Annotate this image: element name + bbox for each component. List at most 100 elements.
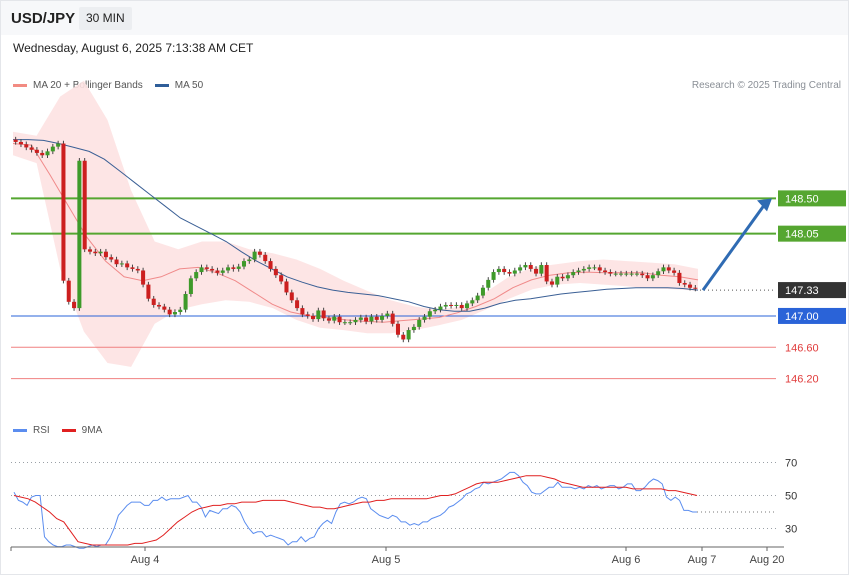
candle (72, 299, 77, 311)
candle (82, 158, 87, 253)
candle (496, 266, 501, 275)
candle-body (661, 267, 666, 272)
candle (194, 269, 199, 282)
candle-body (401, 334, 406, 340)
ma20-swatch (13, 84, 27, 87)
candle-body (406, 330, 411, 340)
candle-body (459, 304, 464, 309)
candle (587, 264, 592, 272)
level-labels: 148.50 148.05 147.33 147.00 146.60 146.20 (778, 190, 846, 386)
candle (204, 264, 209, 272)
candle-body (417, 319, 422, 327)
candle (135, 266, 140, 274)
candle (311, 313, 316, 322)
candle (555, 274, 560, 288)
level-label-147-00: 147.00 (785, 311, 819, 323)
candle (257, 248, 262, 258)
ma50-swatch (154, 84, 169, 87)
candle-body (103, 251, 108, 258)
candle (183, 291, 188, 313)
candle-body (151, 298, 156, 305)
candle (87, 246, 93, 255)
price-legend: MA 20 + Bollinger Bands MA 50 (13, 80, 215, 91)
legend-item-rsi: RSI (13, 425, 50, 436)
candle (199, 264, 204, 275)
candle-body (157, 304, 162, 307)
candle (374, 313, 379, 323)
candle (98, 248, 103, 256)
rsi-tick-30: 30 (785, 524, 797, 536)
x-tick-label: Aug 7 (688, 554, 717, 566)
candle (417, 317, 422, 330)
legend-label-rsi: RSI (33, 425, 50, 436)
candle-body (565, 275, 570, 279)
candle (103, 248, 108, 260)
candle (523, 262, 528, 271)
candle-body (66, 280, 71, 302)
candle-body (454, 304, 459, 306)
candle (273, 266, 278, 278)
candle (422, 313, 427, 323)
candle-body (268, 261, 273, 269)
candle (581, 266, 586, 274)
rsi-tick-50: 50 (785, 491, 797, 503)
legend-label-ma20: MA 20 + Bollinger Bands (33, 80, 143, 91)
interval-selector[interactable]: 30 MIN (79, 7, 132, 30)
candle-body (523, 265, 528, 268)
legend-item-ma50: MA 50 (154, 80, 203, 91)
level-tag-148-05 (778, 225, 846, 242)
candle (56, 140, 61, 150)
candle (316, 307, 321, 322)
candle-body (672, 270, 677, 273)
candle (693, 284, 698, 292)
candle-body (220, 270, 225, 273)
candle (215, 267, 220, 276)
candle-body (263, 254, 268, 262)
candle (50, 143, 55, 155)
candle-body (18, 141, 23, 145)
candle-body (109, 257, 114, 260)
candle (167, 306, 172, 318)
candle (66, 277, 71, 305)
candle-body (433, 309, 438, 312)
level-label-148-50: 148.50 (785, 193, 819, 205)
candle (438, 303, 443, 313)
candle-body (411, 326, 416, 331)
forecast-arrow-line (701, 204, 766, 291)
level-label-146-20: 146.20 (785, 374, 819, 386)
x-tick-label: Aug 6 (612, 554, 641, 566)
candle-body (427, 311, 432, 317)
candle (592, 264, 597, 271)
candle (427, 308, 432, 320)
candle-body (215, 270, 220, 273)
candle-body (576, 270, 581, 273)
candle (449, 302, 454, 309)
candle (172, 309, 177, 318)
candle-body (146, 284, 151, 299)
candle (395, 321, 400, 338)
candle (157, 302, 162, 310)
candle (666, 264, 671, 274)
candle (109, 254, 114, 263)
candle-body (56, 143, 61, 147)
candle-body (24, 144, 29, 148)
candle (603, 267, 608, 275)
candle-body (210, 268, 215, 271)
candle-body (295, 300, 300, 309)
x-tick-label: Aug 20 (750, 554, 785, 566)
candle-body (289, 292, 294, 301)
candle-body (199, 267, 204, 273)
candle (24, 141, 29, 151)
candle (151, 295, 156, 308)
candle-body (284, 281, 289, 293)
candle (544, 262, 549, 285)
candle (114, 256, 119, 267)
candle-body (273, 268, 278, 276)
x-axis: Aug 4 Aug 5 Aug 6 Aug 7 Aug 20 (10, 546, 785, 566)
candle-body (82, 160, 87, 250)
level-label-147-33: 147.33 (785, 285, 819, 297)
candle (231, 264, 236, 272)
candle-body (480, 287, 485, 296)
forecast-arrow-head (757, 198, 772, 212)
candle (300, 305, 305, 318)
